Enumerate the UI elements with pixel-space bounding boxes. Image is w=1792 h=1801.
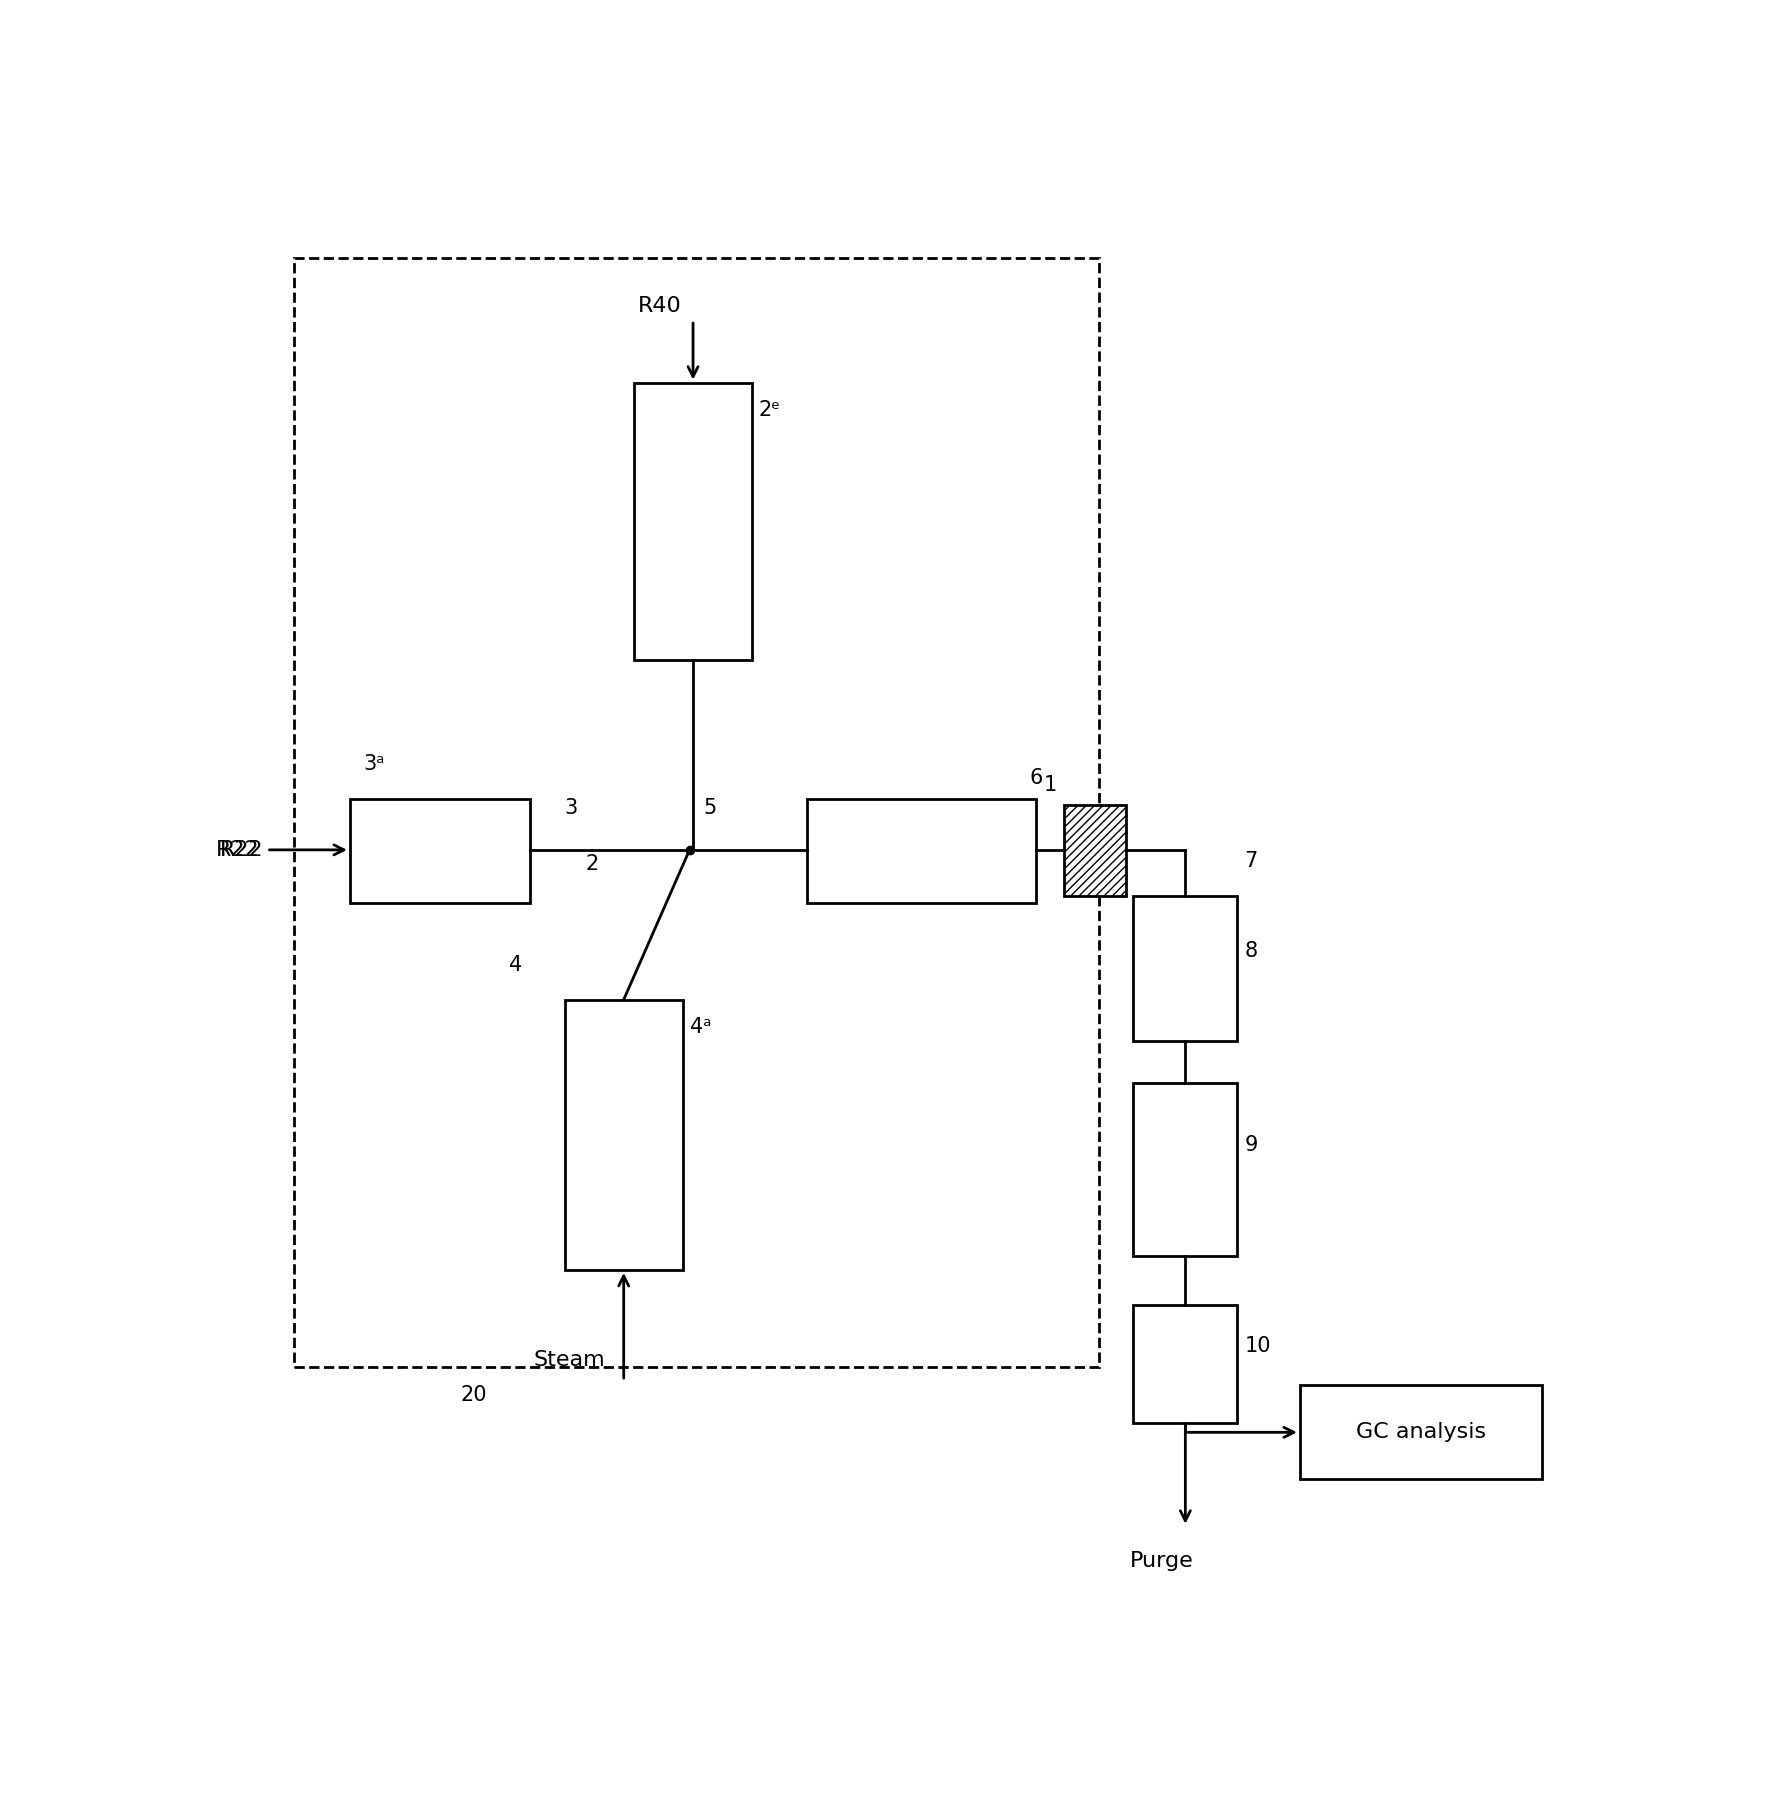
Text: 3: 3 <box>564 798 579 818</box>
Text: R22: R22 <box>217 839 260 859</box>
Text: GC analysis: GC analysis <box>1357 1423 1486 1443</box>
Bar <box>1064 805 1127 895</box>
Text: 20: 20 <box>461 1385 487 1405</box>
Bar <box>634 382 753 659</box>
Text: 3ᵃ: 3ᵃ <box>364 755 385 774</box>
Bar <box>1299 1385 1543 1479</box>
Text: 2: 2 <box>586 854 599 873</box>
Bar <box>1133 895 1236 1041</box>
Text: 4: 4 <box>509 955 523 974</box>
Text: 2ᵉ: 2ᵉ <box>760 400 781 420</box>
Text: Steam: Steam <box>534 1351 606 1371</box>
Bar <box>349 798 530 902</box>
Text: 4ᵃ: 4ᵃ <box>690 1018 711 1037</box>
Text: Purge: Purge <box>1131 1551 1193 1570</box>
Bar <box>564 1000 683 1270</box>
Text: 6: 6 <box>1029 767 1043 787</box>
Text: 8: 8 <box>1244 942 1258 962</box>
Text: 9: 9 <box>1244 1135 1258 1154</box>
Text: R40: R40 <box>638 295 681 317</box>
Text: 7: 7 <box>1244 850 1258 872</box>
Bar <box>1133 1304 1236 1423</box>
Text: 1: 1 <box>1043 774 1057 794</box>
Text: 5: 5 <box>704 798 717 818</box>
Bar <box>1133 1082 1236 1257</box>
Bar <box>294 258 1098 1367</box>
Text: 10: 10 <box>1244 1336 1271 1356</box>
Text: R22: R22 <box>220 839 263 859</box>
Bar <box>808 798 1036 902</box>
